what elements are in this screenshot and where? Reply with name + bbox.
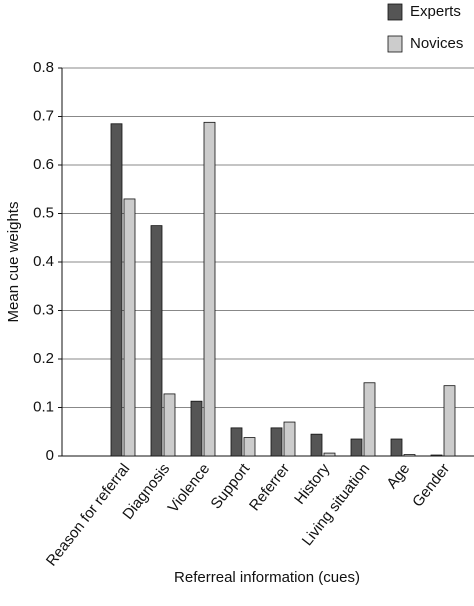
bar <box>243 437 256 457</box>
y-tick-label: 0 <box>46 447 54 464</box>
bar <box>443 385 456 457</box>
legend-swatch <box>387 3 403 21</box>
x-tick-label: Gender <box>409 460 453 510</box>
y-tick-label: 0.4 <box>33 253 54 270</box>
bar <box>110 123 123 457</box>
bar <box>363 382 376 457</box>
bar <box>190 400 203 457</box>
bar <box>123 198 136 457</box>
y-tick-label: 0.7 <box>33 107 54 124</box>
legend-label: Novices <box>410 35 463 52</box>
bar <box>270 427 283 457</box>
y-tick-label: 0.6 <box>33 156 54 173</box>
bar <box>203 121 216 457</box>
y-tick-label: 0.3 <box>33 301 54 318</box>
bar <box>163 393 176 457</box>
legend-swatch <box>387 35 403 53</box>
y-tick-label: 0.1 <box>33 398 54 415</box>
y-tick-label: 0.8 <box>33 59 54 76</box>
y-axis-label: Mean cue weights <box>5 202 22 323</box>
bar <box>323 452 336 457</box>
x-axis-label: Referreal information (cues) <box>174 569 360 586</box>
x-tick-label: Age <box>383 460 413 492</box>
x-tick-label: Referrer <box>246 460 293 514</box>
y-tick-label: 0.5 <box>33 204 54 221</box>
bar <box>403 454 416 457</box>
x-tick-label: Reason for referral <box>43 460 133 569</box>
bar <box>310 433 323 457</box>
bar <box>150 225 163 457</box>
bar <box>390 438 403 457</box>
bar <box>430 454 443 457</box>
x-tick-label: Violence <box>165 460 214 516</box>
bar <box>350 438 363 457</box>
y-tick-label: 0.2 <box>33 350 54 367</box>
x-tick-label: History <box>291 460 333 508</box>
legend-label: Experts <box>410 3 461 20</box>
bar <box>230 427 243 457</box>
bar <box>283 421 296 457</box>
